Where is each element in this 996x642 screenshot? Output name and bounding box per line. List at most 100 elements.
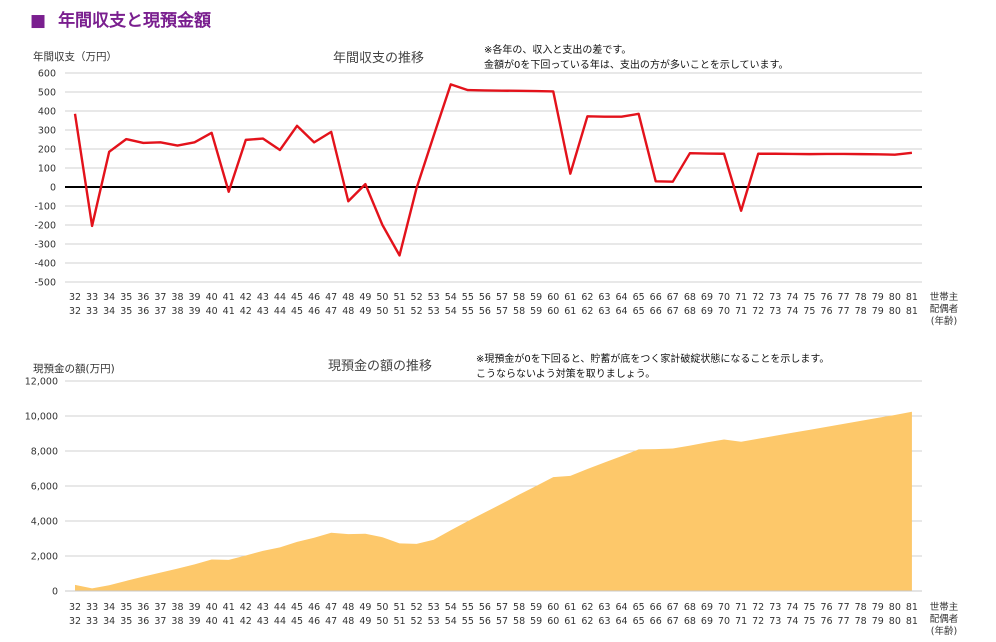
x-tick-spouse: 32: [69, 616, 81, 627]
x-tick-spouse: 43: [257, 616, 269, 627]
series-line: [73, 83, 913, 257]
page-title-text: 年間収支と現預金額: [58, 11, 212, 31]
x-tick-householder: 60: [547, 292, 559, 303]
x-tick-spouse: 37: [154, 616, 166, 627]
series-area: [75, 411, 912, 591]
x-tick-householder: 37: [154, 602, 166, 613]
x-tick-spouse: 39: [189, 616, 201, 627]
x-tick-spouse: 61: [564, 306, 576, 317]
x-tick-householder: 75: [803, 292, 815, 303]
x-tick-spouse: 44: [274, 306, 286, 317]
x-tick-spouse: 54: [445, 616, 457, 627]
x-axis-label: 世帯主: [930, 601, 959, 613]
x-tick-householder: 33: [86, 602, 98, 613]
x-tick-spouse: 61: [564, 616, 576, 627]
x-tick-spouse: 33: [86, 616, 98, 627]
x-tick-spouse: 58: [513, 616, 525, 627]
x-tick-spouse: 81: [906, 306, 918, 317]
x-tick-householder: 36: [137, 292, 149, 303]
x-tick-spouse: 50: [376, 306, 388, 317]
chart-note: 金額が0を下回っている年は、支出の方が多いことを示しています。: [484, 58, 789, 71]
x-tick-householder: 79: [872, 292, 884, 303]
x-tick-spouse: 38: [171, 306, 183, 317]
x-tick-spouse: 56: [479, 306, 491, 317]
x-tick-spouse: 74: [786, 306, 798, 317]
x-tick-spouse: 42: [240, 306, 252, 317]
x-tick-householder: 50: [376, 292, 388, 303]
y-tick-label: 4,000: [31, 517, 58, 528]
x-tick-spouse: 80: [889, 616, 901, 627]
x-tick-householder: 80: [889, 602, 901, 613]
x-tick-spouse: 69: [701, 306, 713, 317]
x-tick-householder: 48: [342, 602, 354, 613]
x-tick-spouse: 68: [684, 616, 696, 627]
x-tick-householder: 64: [616, 292, 628, 303]
x-tick-householder: 43: [257, 602, 269, 613]
x-tick-householder: 79: [872, 602, 884, 613]
x-tick-householder: 51: [393, 602, 405, 613]
x-tick-householder: 78: [855, 292, 867, 303]
x-tick-spouse: 79: [872, 616, 884, 627]
x-tick-householder: 61: [564, 602, 576, 613]
x-tick-spouse: 73: [769, 306, 781, 317]
x-tick-spouse: 66: [650, 306, 662, 317]
x-tick-spouse: 51: [393, 306, 405, 317]
x-tick-householder: 74: [786, 292, 798, 303]
x-tick-spouse: 70: [718, 616, 730, 627]
x-tick-spouse: 64: [616, 306, 628, 317]
x-tick-householder: 33: [86, 292, 98, 303]
x-tick-householder: 40: [206, 602, 218, 613]
chart-note: ※各年の、収入と支出の差です。: [484, 43, 631, 56]
x-tick-spouse: 38: [171, 616, 183, 627]
x-tick-householder: 44: [274, 602, 286, 613]
x-tick-householder: 47: [325, 292, 337, 303]
x-tick-householder: 56: [479, 292, 491, 303]
x-tick-spouse: 58: [513, 306, 525, 317]
x-tick-householder: 66: [650, 602, 662, 613]
x-tick-householder: 58: [513, 292, 525, 303]
x-tick-spouse: 60: [547, 306, 559, 317]
x-tick-householder: 53: [428, 292, 440, 303]
x-tick-householder: 35: [120, 602, 132, 613]
x-tick-spouse: 62: [581, 616, 593, 627]
x-tick-householder: 76: [820, 292, 832, 303]
x-tick-spouse: 52: [411, 616, 423, 627]
x-tick-spouse: 54: [445, 306, 457, 317]
x-tick-spouse: 66: [650, 616, 662, 627]
x-tick-spouse: 65: [633, 616, 645, 627]
y-tick-label: 100: [38, 164, 56, 175]
x-tick-spouse: 46: [308, 616, 320, 627]
x-tick-spouse: 74: [786, 616, 798, 627]
x-tick-spouse: 64: [616, 616, 628, 627]
chart-title: 現預金の額の推移: [328, 358, 432, 374]
x-tick-householder: 50: [376, 602, 388, 613]
x-tick-householder: 65: [633, 292, 645, 303]
x-axis-label: 世帯主: [930, 291, 959, 303]
x-tick-householder: 77: [838, 292, 850, 303]
x-tick-householder: 55: [462, 602, 474, 613]
x-tick-spouse: 53: [428, 306, 440, 317]
x-tick-householder: 78: [855, 602, 867, 613]
x-tick-householder: 62: [581, 292, 593, 303]
x-tick-householder: 60: [547, 602, 559, 613]
x-tick-householder: 74: [786, 602, 798, 613]
x-tick-householder: 61: [564, 292, 576, 303]
x-tick-householder: 70: [718, 602, 730, 613]
x-axis-label: 配偶者: [930, 303, 959, 315]
x-tick-householder: 65: [633, 602, 645, 613]
page-title: ■ 年間収支と現預金額: [30, 6, 211, 31]
x-tick-householder: 72: [752, 292, 764, 303]
x-tick-spouse: 40: [206, 616, 218, 627]
y-tick-label: 12,000: [25, 377, 58, 388]
x-tick-householder: 48: [342, 292, 354, 303]
x-tick-householder: 41: [223, 602, 235, 613]
x-tick-spouse: 59: [530, 616, 542, 627]
x-tick-spouse: 72: [752, 616, 764, 627]
x-tick-spouse: 76: [820, 616, 832, 627]
x-tick-householder: 72: [752, 602, 764, 613]
x-tick-spouse: 72: [752, 306, 764, 317]
y-axis-label: 現預金の額(万円): [33, 362, 115, 375]
x-tick-spouse: 75: [803, 306, 815, 317]
x-tick-householder: 49: [359, 602, 371, 613]
